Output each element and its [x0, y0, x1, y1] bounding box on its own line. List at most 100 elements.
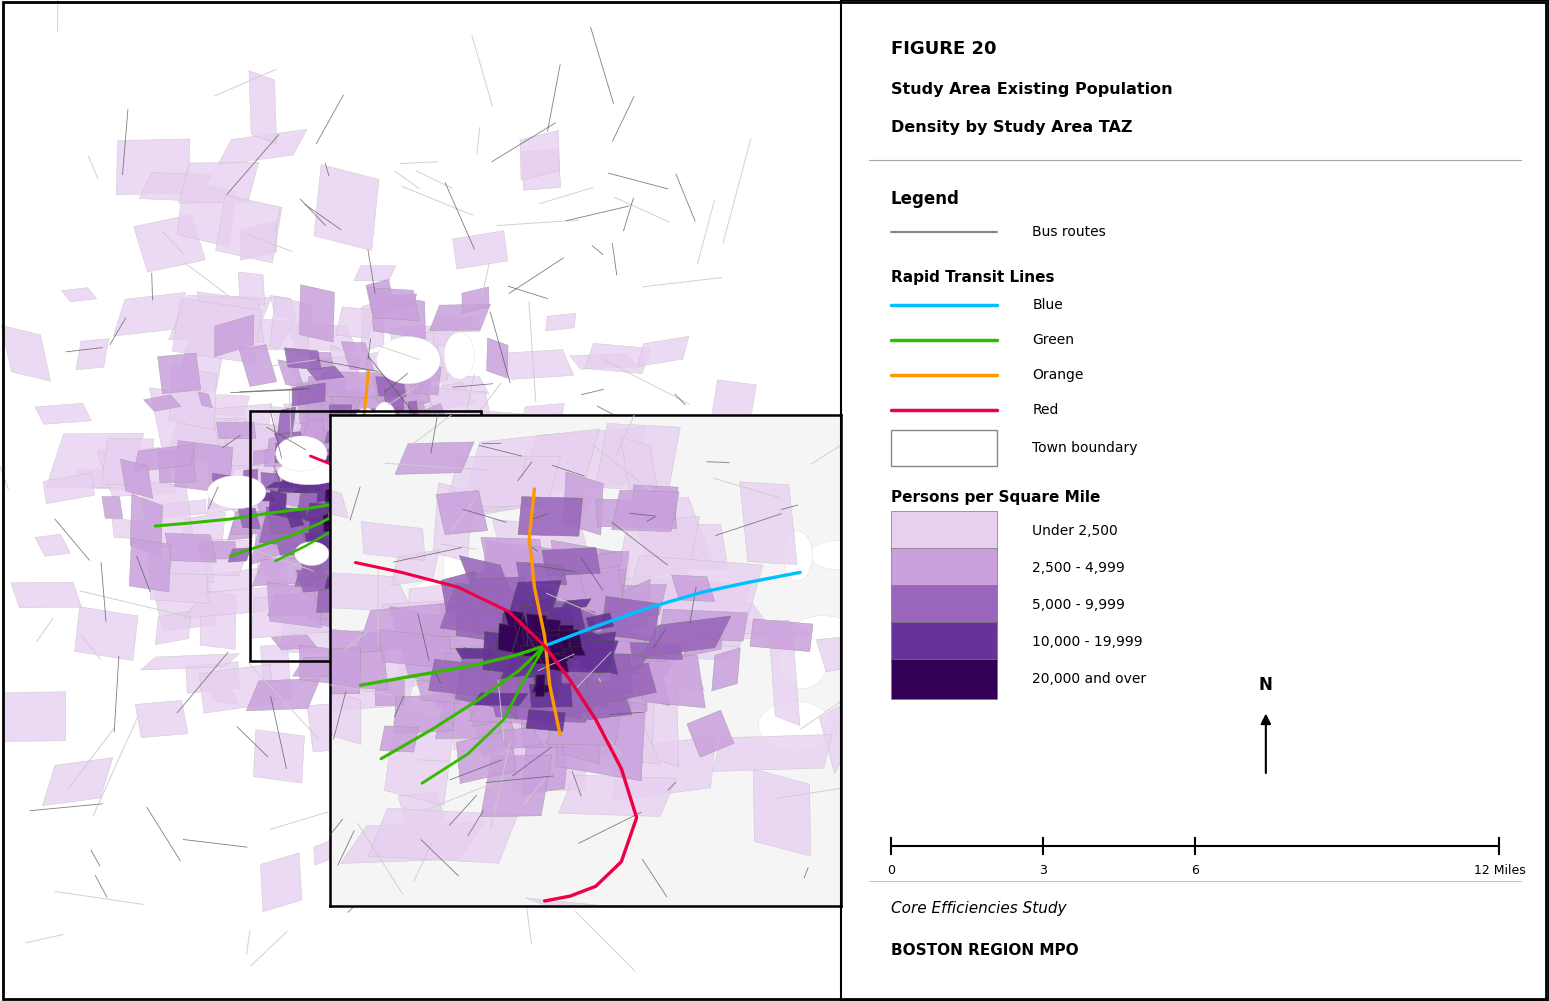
- Polygon shape: [530, 665, 550, 701]
- Polygon shape: [499, 624, 528, 655]
- Polygon shape: [350, 482, 367, 497]
- Polygon shape: [575, 628, 598, 673]
- Polygon shape: [330, 620, 335, 701]
- Polygon shape: [559, 570, 626, 604]
- Polygon shape: [454, 524, 491, 590]
- Polygon shape: [454, 476, 527, 503]
- Polygon shape: [510, 622, 541, 664]
- Polygon shape: [567, 599, 635, 638]
- Polygon shape: [287, 509, 307, 520]
- Polygon shape: [240, 221, 277, 260]
- Polygon shape: [398, 654, 479, 683]
- Polygon shape: [491, 614, 570, 663]
- Ellipse shape: [376, 336, 440, 383]
- Polygon shape: [373, 510, 397, 529]
- Polygon shape: [330, 554, 373, 583]
- Polygon shape: [462, 287, 489, 313]
- Polygon shape: [296, 448, 324, 471]
- Polygon shape: [366, 482, 389, 493]
- Polygon shape: [369, 517, 395, 543]
- Polygon shape: [152, 578, 217, 631]
- Polygon shape: [376, 471, 457, 485]
- Polygon shape: [283, 431, 304, 458]
- Polygon shape: [428, 387, 496, 442]
- Polygon shape: [558, 639, 596, 663]
- Polygon shape: [252, 449, 270, 464]
- Polygon shape: [372, 293, 426, 339]
- Polygon shape: [350, 462, 373, 473]
- Polygon shape: [308, 376, 345, 424]
- Polygon shape: [471, 431, 516, 492]
- Polygon shape: [301, 418, 342, 444]
- Polygon shape: [500, 509, 541, 534]
- Polygon shape: [547, 682, 626, 745]
- Polygon shape: [335, 451, 358, 481]
- Text: 0: 0: [886, 864, 895, 877]
- Polygon shape: [397, 326, 468, 340]
- Polygon shape: [440, 646, 496, 680]
- Polygon shape: [510, 650, 536, 662]
- Polygon shape: [178, 162, 259, 203]
- Polygon shape: [538, 661, 553, 689]
- Polygon shape: [816, 638, 841, 672]
- Polygon shape: [212, 394, 249, 416]
- Ellipse shape: [460, 593, 517, 625]
- Polygon shape: [415, 365, 441, 395]
- Polygon shape: [283, 402, 362, 446]
- Polygon shape: [386, 467, 418, 507]
- Polygon shape: [318, 391, 386, 425]
- Polygon shape: [324, 447, 355, 465]
- Polygon shape: [141, 654, 240, 670]
- Polygon shape: [586, 654, 647, 674]
- Polygon shape: [440, 479, 452, 491]
- Ellipse shape: [294, 542, 328, 566]
- Polygon shape: [270, 295, 297, 319]
- Ellipse shape: [759, 701, 832, 752]
- Polygon shape: [302, 558, 325, 590]
- Polygon shape: [274, 441, 310, 462]
- Polygon shape: [476, 578, 541, 660]
- Polygon shape: [206, 477, 260, 515]
- Polygon shape: [366, 279, 395, 313]
- Polygon shape: [333, 397, 366, 437]
- Polygon shape: [455, 649, 499, 659]
- Polygon shape: [347, 498, 359, 515]
- Polygon shape: [460, 429, 599, 513]
- Polygon shape: [169, 295, 271, 341]
- Polygon shape: [507, 672, 603, 707]
- Polygon shape: [330, 520, 355, 535]
- Polygon shape: [519, 639, 570, 665]
- Polygon shape: [113, 292, 186, 336]
- Text: Orange: Orange: [1032, 368, 1084, 382]
- Polygon shape: [361, 482, 390, 499]
- Polygon shape: [353, 519, 367, 542]
- Polygon shape: [488, 612, 542, 652]
- Polygon shape: [293, 658, 366, 678]
- Polygon shape: [441, 502, 465, 512]
- Polygon shape: [147, 499, 206, 520]
- Polygon shape: [333, 486, 350, 503]
- Polygon shape: [641, 487, 658, 510]
- Polygon shape: [586, 613, 613, 632]
- Polygon shape: [472, 608, 505, 634]
- Polygon shape: [304, 426, 358, 456]
- Polygon shape: [527, 710, 565, 732]
- Polygon shape: [36, 403, 91, 424]
- Polygon shape: [531, 632, 567, 657]
- Polygon shape: [482, 607, 565, 657]
- Polygon shape: [341, 822, 485, 864]
- Polygon shape: [367, 497, 383, 526]
- Polygon shape: [352, 507, 358, 517]
- Polygon shape: [301, 522, 314, 543]
- Text: Core Efficiencies Study: Core Efficiencies Study: [891, 901, 1066, 916]
- Polygon shape: [392, 550, 440, 586]
- Text: BOSTON REGION MPO: BOSTON REGION MPO: [891, 943, 1078, 958]
- Polygon shape: [551, 721, 640, 759]
- Polygon shape: [412, 474, 431, 510]
- Polygon shape: [369, 517, 376, 524]
- Polygon shape: [294, 413, 347, 472]
- Polygon shape: [497, 543, 559, 617]
- Polygon shape: [378, 447, 406, 474]
- Polygon shape: [318, 543, 356, 563]
- Polygon shape: [352, 489, 373, 499]
